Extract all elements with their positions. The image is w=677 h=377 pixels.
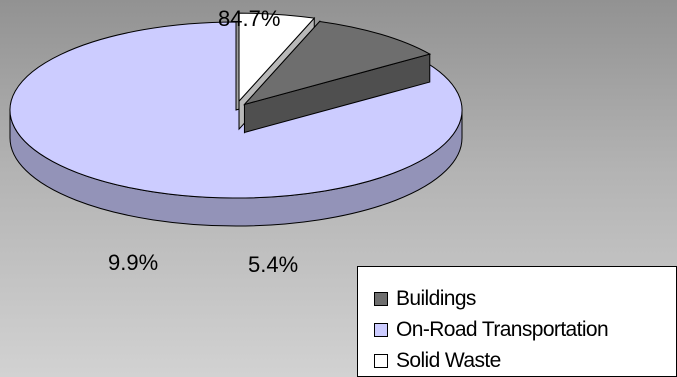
legend-swatch-buildings (374, 291, 388, 306)
legend-swatch-solid-waste (374, 353, 388, 368)
legend-item-buildings: Buildings (374, 283, 676, 314)
data-label-on-road-transportation: 84.7% (218, 6, 281, 31)
legend-label-buildings: Buildings (396, 286, 476, 310)
data-label-solid-waste: 5.4% (248, 252, 299, 277)
legend: Buildings On-Road Transportation Solid W… (357, 266, 677, 377)
legend-swatch-on-road-transportation (374, 322, 388, 337)
legend-item-on-road-transportation: On-Road Transportation (374, 314, 676, 345)
legend-label-on-road-transportation: On-Road Transportation (396, 317, 609, 341)
legend-label-solid-waste: Solid Waste (396, 348, 501, 372)
legend-item-solid-waste: Solid Waste (374, 345, 676, 376)
data-label-buildings: 9.9% (108, 250, 159, 275)
pie-slice-buildings (242, 20, 432, 134)
